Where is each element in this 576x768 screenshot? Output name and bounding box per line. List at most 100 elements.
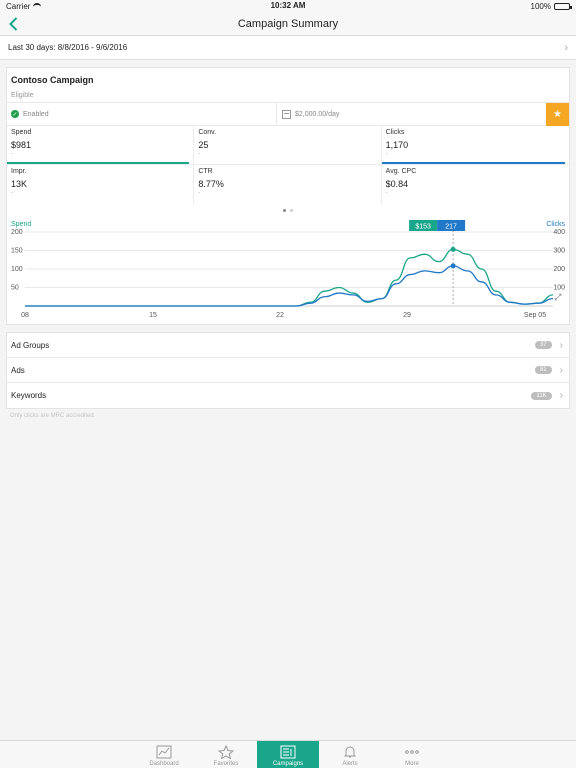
metric-label: CTR <box>198 168 213 175</box>
list-item-keywords[interactable]: Keywords 11K › <box>7 383 569 408</box>
right-tick-label: 400 <box>553 229 565 236</box>
date-range-label: Last 30 days: 8/8/2016 - 9/6/2016 <box>8 43 128 52</box>
left-axis-title: Spend <box>11 221 31 228</box>
metric-change: - <box>385 151 388 157</box>
battery-label: 100% <box>530 1 551 11</box>
bell-icon <box>343 746 357 758</box>
metric-change: - <box>11 190 13 196</box>
x-tick-label: Sep 05 <box>524 312 546 319</box>
metric-change: - <box>385 190 388 196</box>
list-item-ads[interactable]: Ads 81 › <box>7 358 569 383</box>
tooltip-clicks-bg <box>437 220 466 231</box>
check-circle-icon: ✓ <box>11 110 19 118</box>
tooltip-clicks-value: 217 <box>445 224 457 231</box>
entity-list: Ad Groups 37 › Ads 81 › Keywords 11K › <box>6 332 570 409</box>
campaign-state-toggle[interactable]: ✓ Enabled <box>7 103 277 125</box>
metric-value: 1,170 <box>385 140 409 150</box>
list-item-label: Keywords <box>11 391 47 400</box>
metric-clicks-underline <box>381 162 565 164</box>
carrier-label: Carrier <box>6 1 31 11</box>
tab-label: Campaigns <box>272 761 304 767</box>
wifi-icon <box>33 3 42 9</box>
page-title: Campaign Summary <box>237 17 339 30</box>
series-line-spend <box>25 248 554 307</box>
pager-dot <box>290 208 293 212</box>
right-tick-label: 200 <box>553 266 565 273</box>
tab-more[interactable]: More <box>381 741 443 768</box>
date-range-selector[interactable]: Last 30 days: 8/8/2016 - 9/6/2016 › <box>0 36 576 60</box>
crosshair-point-clicks <box>450 263 456 269</box>
tab-label: Alerts <box>342 761 358 767</box>
footnote: Only clicks are MRC accredited. <box>10 413 96 419</box>
left-tick-label: 200 <box>11 229 23 236</box>
metrics-pager[interactable] <box>7 204 569 216</box>
metric-spend-underline <box>7 162 190 164</box>
tab-alerts[interactable]: Alerts <box>319 741 381 768</box>
count-badge: 37 <box>534 341 552 349</box>
campaign-status: Eligible <box>11 91 34 99</box>
chevron-right-icon: › <box>564 41 568 54</box>
metric-clicks[interactable]: Clicks 1,170 - <box>381 126 569 165</box>
metric-change: - <box>198 190 201 196</box>
tab-dashboard[interactable]: Dashboard <box>133 741 195 768</box>
tooltip-spend-value: $153 <box>415 224 431 231</box>
favorite-button[interactable]: ★ <box>546 103 569 126</box>
campaign-card: Contoso Campaign Eligible ✓ Enabled $2,0… <box>6 67 570 325</box>
campaign-budget[interactable]: $2,000.00/day <box>277 103 546 125</box>
battery-icon <box>554 2 572 10</box>
metric-label: Spend <box>11 129 32 136</box>
dashboard-icon <box>156 745 172 759</box>
status-carrier: Carrier <box>6 1 42 11</box>
campaign-budget-label: $2,000.00/day <box>295 110 340 118</box>
count-badge: 81 <box>534 366 552 374</box>
metric-spend[interactable]: Spend $981 - <box>7 126 195 165</box>
metric-value: 13K <box>11 179 28 189</box>
status-battery: 100% <box>530 1 572 11</box>
tab-label: Favorites <box>213 761 239 767</box>
performance-chart-svg: Spend Clicks 200 400 150 300 100 200 50 100 08 15 22… <box>11 220 565 319</box>
metric-label: Avg. CPC <box>385 168 417 175</box>
x-tick-label: 15 <box>149 312 157 319</box>
left-tick-label: 50 <box>11 285 19 292</box>
series-line-clicks <box>25 265 554 307</box>
right-tick-label: 300 <box>553 248 565 255</box>
calendar-icon <box>282 109 291 119</box>
tab-label: Dashboard <box>149 761 179 767</box>
right-tick-label: 100 <box>553 285 565 292</box>
list-item-label: Ads <box>11 365 25 375</box>
status-time: 10:32 AM <box>270 1 306 10</box>
tab-label: More <box>405 761 419 767</box>
campaign-state-label: Enabled <box>23 110 49 118</box>
x-tick-label: 22 <box>276 312 284 319</box>
crosshair-point-spend <box>450 246 456 252</box>
left-tick-label: 150 <box>11 248 23 255</box>
campaign-name: Contoso Campaign <box>11 75 94 85</box>
metric-change: - <box>11 151 13 157</box>
tab-bar: Dashboard Favorites Campaigns Alerts Mor… <box>0 740 576 768</box>
tab-favorites[interactable]: Favorites <box>195 741 257 768</box>
metric-value: 25 <box>198 140 209 150</box>
campaigns-icon <box>280 745 296 759</box>
x-tick-label: 08 <box>21 312 29 319</box>
count-badge: 11K <box>531 391 552 400</box>
star-icon: ★ <box>553 109 562 120</box>
performance-chart[interactable]: Spend Clicks 200 400 150 300 100 200 50 100 08 15 22… <box>7 216 569 324</box>
metric-label: Impr. <box>11 168 27 175</box>
metric-label: Conv. <box>198 129 217 136</box>
star-icon <box>218 745 234 759</box>
list-item-ad-groups[interactable]: Ad Groups 37 › <box>7 333 569 358</box>
metric-avg-cpc[interactable]: Avg. CPC $0.84 - <box>382 165 569 204</box>
metric-value: $0.84 <box>385 179 409 189</box>
metric-impressions[interactable]: Impr. 13K - <box>7 165 195 204</box>
chevron-left-icon <box>8 17 17 31</box>
chevron-right-icon: › <box>559 364 563 376</box>
metric-conversions[interactable]: Conv. 25 - <box>194 126 382 165</box>
tooltip-spend-bg <box>409 220 438 231</box>
metric-ctr[interactable]: CTR 8.77% - <box>194 165 382 204</box>
metric-label: Clicks <box>385 129 405 136</box>
x-tick-label: 29 <box>403 312 411 319</box>
expand-icon <box>554 293 562 301</box>
tab-campaigns[interactable]: Campaigns <box>257 741 319 768</box>
back-button[interactable] <box>6 15 20 33</box>
more-icon <box>405 750 419 754</box>
